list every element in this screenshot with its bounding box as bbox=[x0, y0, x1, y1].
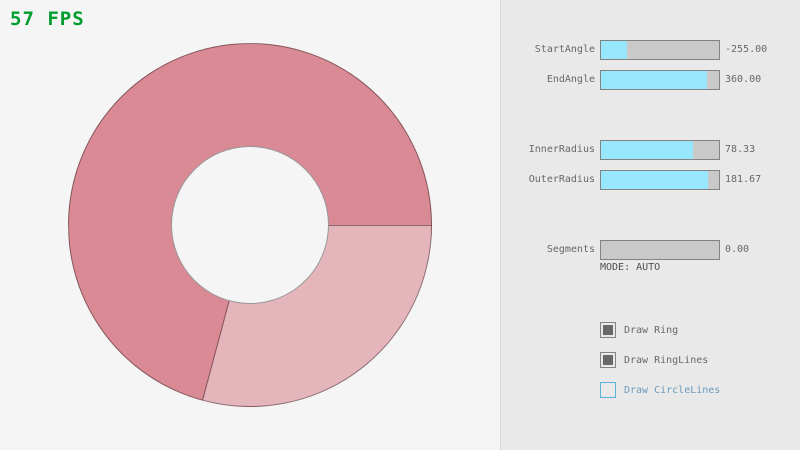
checkbox-box[interactable] bbox=[600, 382, 616, 398]
outer-radius-row: OuterRadius 181.67 bbox=[500, 170, 800, 190]
end-angle-slider[interactable] bbox=[600, 70, 720, 90]
checkbox-label: Draw CircleLines bbox=[624, 384, 721, 396]
segments-value: 0.00 bbox=[725, 244, 750, 255]
checkbox-draw-ringlines[interactable]: Draw RingLines bbox=[600, 352, 708, 368]
segments-slider[interactable] bbox=[600, 240, 720, 260]
checkbox-box[interactable] bbox=[600, 322, 616, 338]
inner-radius-row: InnerRadius 78.33 bbox=[500, 140, 800, 160]
outer-radius-label: OuterRadius bbox=[528, 174, 595, 185]
start-angle-slider[interactable] bbox=[600, 40, 720, 60]
checkbox-draw-ring[interactable]: Draw Ring bbox=[600, 322, 678, 338]
inner-radius-label: InnerRadius bbox=[528, 144, 595, 155]
slider-fill bbox=[601, 71, 708, 89]
slider-fill bbox=[601, 141, 694, 159]
segments-label: Segments bbox=[546, 244, 595, 255]
ring-hole bbox=[171, 146, 329, 304]
checkbox-draw-circlelines[interactable]: Draw CircleLines bbox=[600, 382, 720, 398]
inner-radius-value: 78.33 bbox=[725, 144, 756, 155]
slider-fill bbox=[601, 41, 627, 59]
outer-radius-value: 181.67 bbox=[725, 174, 762, 185]
start-angle-row: StartAngle -255.00 bbox=[500, 40, 800, 60]
checkbox-label: Draw Ring bbox=[624, 324, 679, 336]
inner-radius-slider[interactable] bbox=[600, 140, 720, 160]
start-angle-value: -255.00 bbox=[725, 44, 768, 55]
start-angle-label: StartAngle bbox=[534, 44, 595, 55]
ring-edge-line bbox=[328, 225, 432, 226]
end-angle-row: EndAngle 360.00 bbox=[500, 70, 800, 90]
end-angle-label: EndAngle bbox=[546, 74, 595, 85]
checkbox-label: Draw RingLines bbox=[624, 354, 709, 366]
checkbox-box[interactable] bbox=[600, 352, 616, 368]
segments-row: Segments 0.00 bbox=[500, 240, 800, 260]
fps-counter: 57 FPS bbox=[10, 8, 85, 30]
slider-fill bbox=[601, 171, 709, 189]
outer-radius-slider[interactable] bbox=[600, 170, 720, 190]
mode-label: MODE: AUTO bbox=[600, 262, 661, 273]
end-angle-value: 360.00 bbox=[725, 74, 762, 85]
